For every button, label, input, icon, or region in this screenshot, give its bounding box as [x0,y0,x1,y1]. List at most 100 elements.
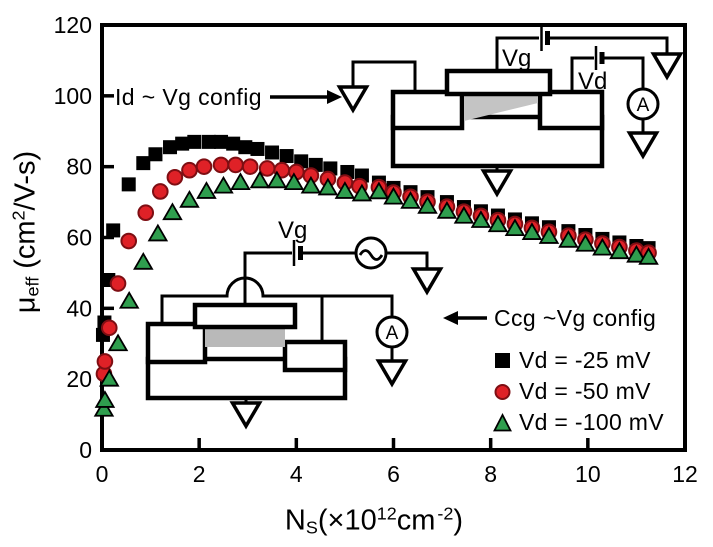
scatter-data [93,134,659,417]
y-tick-label: 20 [66,366,92,392]
drain-wire [570,56,594,92]
square-marker [136,156,151,171]
y-label-unit: (cm [9,220,42,277]
triangle-marker [94,390,116,408]
square-marker-icon [495,353,510,368]
device-cross-section [390,89,605,169]
x-label-unit: (×10 [317,504,377,537]
x-tick-label: 8 [484,461,497,487]
ammeter-label: A [637,95,650,116]
circle-marker [109,275,127,292]
triangle-marker [575,233,596,252]
gate-electrode [444,68,553,97]
circle-marker [241,158,259,175]
triangle-marker [300,175,322,194]
ground-icon [480,169,514,198]
triangle-marker [558,230,579,248]
gate-wire [243,251,292,305]
triangle-marker [317,177,339,196]
channel-region [464,94,538,121]
x-tick-label: 4 [290,461,303,487]
y-tick-label: 40 [66,295,92,321]
circle-marker [212,156,230,174]
triangle-marker [133,251,154,270]
triangle-marker [196,181,217,199]
y-tick-label: 120 [54,12,92,38]
drain-contact [537,89,605,131]
wire [386,251,429,269]
x-label-exponent: 12 [376,503,397,524]
x-label-unit: cm [396,504,436,537]
x-label-unit: ) [453,504,464,537]
ac-tilde-icon [358,249,384,261]
y-tick-label: 0 [79,437,92,463]
triangle-marker [230,172,251,191]
square-marker [279,149,294,164]
x-tick-label: 10 [575,461,601,487]
circle-marker [96,353,114,370]
triangle-marker [179,190,200,208]
left-arrowhead-icon [443,311,458,325]
triangle-marker [504,218,526,237]
y-tick-label: 60 [66,225,92,251]
triangle-marker [538,226,560,244]
y-tick-label: 80 [66,154,92,180]
source-wire [351,60,417,94]
circle-marker [152,183,169,200]
square-marker [201,134,216,149]
legend-label: Vd = -100 mV [519,409,664,435]
square-marker [175,136,190,151]
ground-icon [375,359,409,388]
wire [602,56,645,89]
circle-marker [137,204,155,222]
ground-icon [336,85,370,114]
triangle-marker [147,223,169,242]
triangle-marker [93,398,115,417]
wire [548,36,669,54]
ammeter-label: A [386,323,399,344]
legend-label: Vd = -25 mV [519,347,651,373]
triangle-marker [249,170,271,189]
triangle-marker [453,205,475,224]
legend-item-vd-100: Vd = -100 mV [493,409,664,436]
circle-marker [120,232,138,250]
ground-icon [626,131,660,160]
x-label-symbol: N [284,504,306,537]
square-marker [238,140,253,155]
x-tick-label: 6 [387,461,400,487]
circle-marker [195,158,213,175]
square-marker [148,147,163,162]
square-marker [121,177,136,192]
square-marker [265,145,280,160]
series-triangle [93,170,659,417]
gate-electrode [192,302,298,330]
triangle-marker [213,175,234,194]
triangle-marker [521,222,543,240]
y-axis-label: μeff (cm2/V-s) [9,151,44,313]
square-marker [187,134,202,149]
triangle-marker-icon [493,413,512,432]
circle-marker [166,168,184,186]
circle-marker [100,319,118,337]
square-marker [226,136,241,151]
triangle-marker [162,202,183,221]
triangle-marker [609,241,630,260]
legend: Vd = -25 mV Vd = -50 mV Vd = -100 mV [493,347,664,440]
triangle-marker [626,244,647,263]
y-label-exponent: 2 [8,210,29,221]
ground-icon [229,401,263,430]
legend-label: Vd = -50 mV [519,378,651,404]
y-label-subscript: eff [22,276,43,297]
triangle-marker [487,214,509,233]
triangle-marker [334,181,356,199]
right-arrowhead-icon [327,90,342,104]
gate-voltage-label: Vg [278,217,307,244]
triangle-marker [118,290,140,309]
triangle-marker [417,196,438,214]
legend-item-vd-25: Vd = -25 mV [493,347,664,374]
triangle-marker [283,172,305,191]
gate-wire [495,36,539,71]
triangle-marker [592,237,613,256]
